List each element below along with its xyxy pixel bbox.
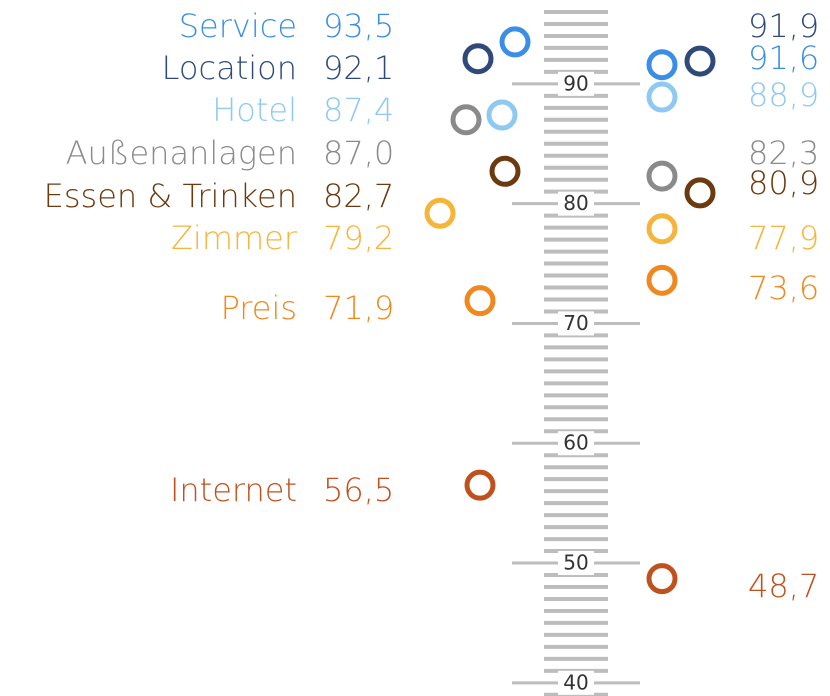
category-label: Preis [221,289,297,327]
dot [489,155,521,187]
y-tick-label: 40 [563,670,588,694]
value-label: 82,3 [748,134,819,172]
value-label: 92,1 [323,49,394,87]
category-label: Außenanlagen [66,134,297,172]
dot [646,49,678,81]
dot [684,45,716,77]
tick-label-bg [558,551,594,576]
value-label: 79,2 [323,219,394,257]
value-label: 56,5 [323,471,394,509]
dot [424,197,456,229]
value-label: 91,6 [748,39,819,77]
dot [646,81,678,113]
value-label: 80,9 [748,164,819,202]
category-label: Essen & Trinken [44,177,297,215]
value-label: 88,9 [748,76,819,114]
category-label: Hotel [212,91,297,129]
value-label: 87,4 [323,91,394,129]
dot [450,104,482,136]
value-label: 73,6 [748,269,819,307]
y-tick-label: 90 [563,71,588,95]
dot [464,469,496,501]
category-label: Location [162,49,297,87]
dot [646,264,678,296]
dot [646,160,678,192]
value-label: 82,7 [323,177,394,215]
value-label: 71,9 [323,289,394,327]
category-label: Service [179,7,297,45]
value-label: 91,9 [748,7,819,45]
value-label: 93,5 [323,7,394,45]
y-tick-label: 80 [563,191,588,215]
value-label: 87,0 [323,134,394,172]
dot [462,43,494,75]
value-label: 48,7 [748,567,819,605]
category-label: Internet [170,471,297,509]
dot [646,563,678,595]
dot [684,177,716,209]
tick-label-bg [558,431,594,456]
dot [499,26,531,58]
tick-label-bg [558,71,594,96]
y-tick-label: 60 [563,431,588,455]
category-label: Zimmer [171,219,298,257]
tick-label-bg [558,311,594,336]
dot [464,285,496,317]
value-label: 77,9 [748,219,819,257]
tick-label-bg [558,191,594,216]
dot [646,213,678,245]
y-tick-label: 50 [563,551,588,575]
y-tick-label: 70 [563,311,588,335]
tick-label-bg [558,670,594,695]
dot [486,99,518,131]
